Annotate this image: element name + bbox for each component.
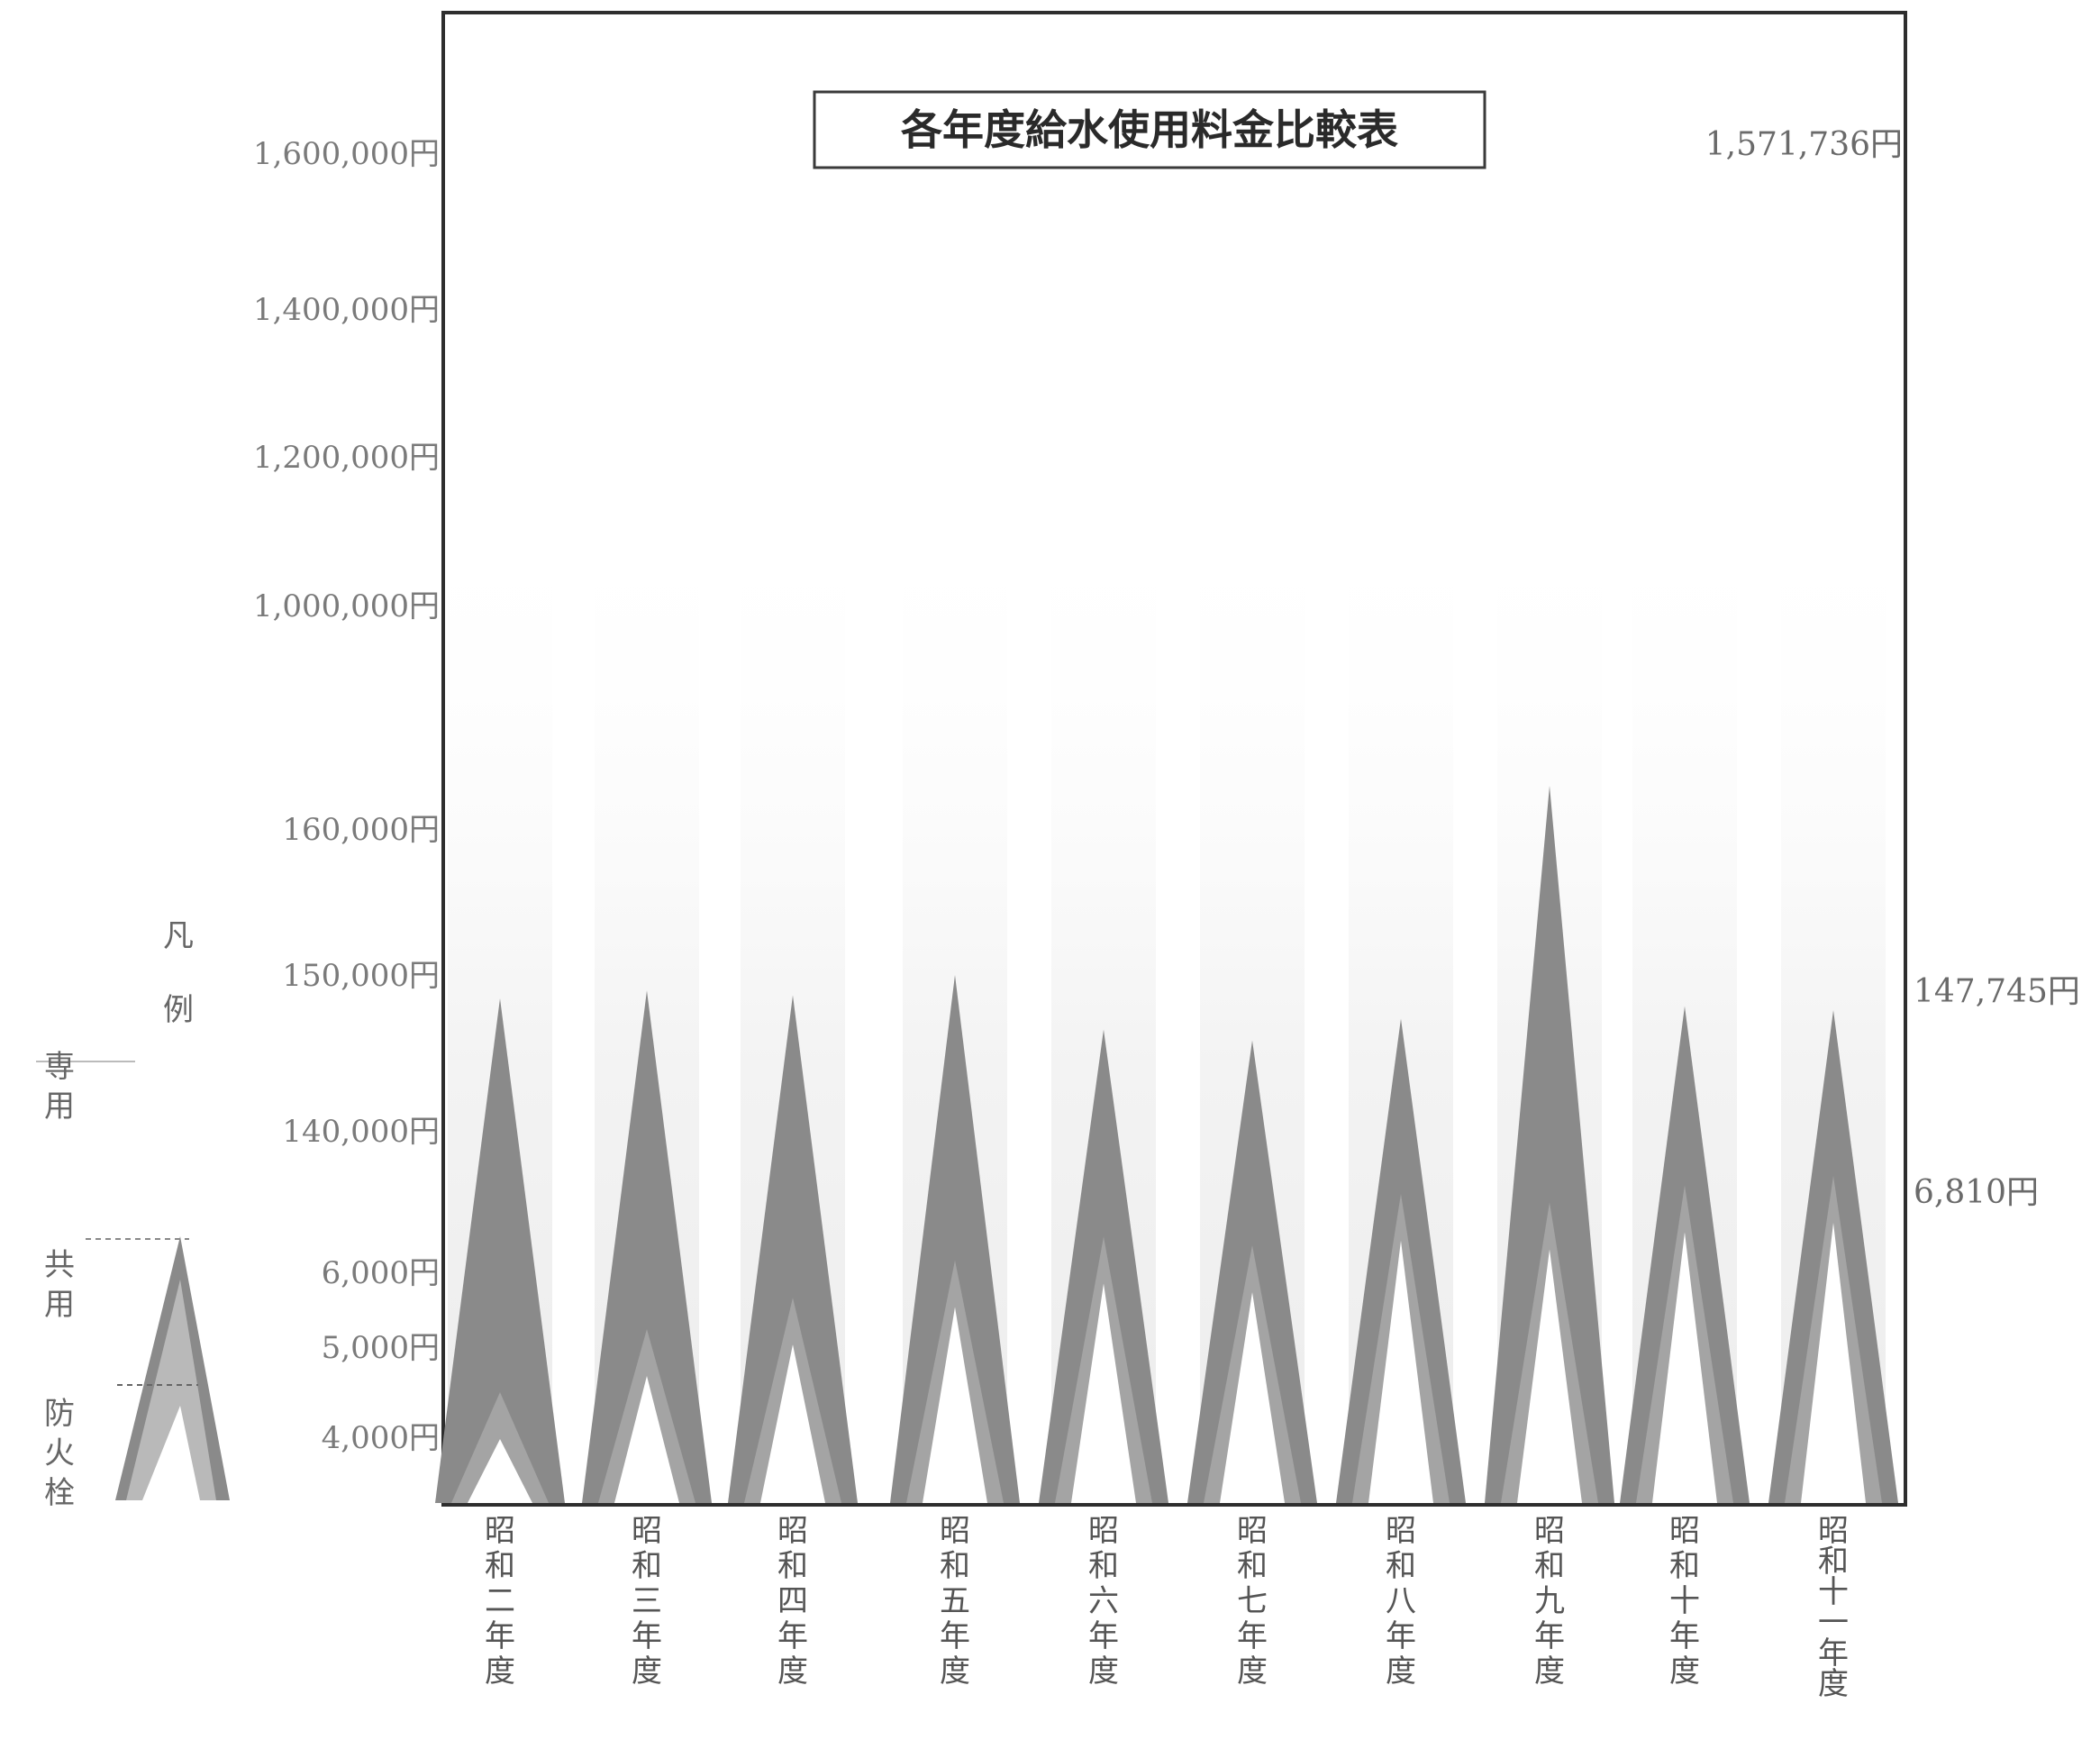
spike-bokasen (614, 1376, 679, 1503)
legend-label: 共用 (44, 1247, 75, 1323)
legend-title: 凡例 (163, 918, 194, 1028)
x-tick-label: 昭和三年度 (632, 1513, 662, 1690)
title-box (813, 90, 1486, 169)
legend-swatch-kyoyo (126, 1280, 216, 1500)
data-marks (435, 786, 1898, 1503)
y-tick-label: 5,000円 (322, 1330, 440, 1366)
y-tick-label: 1,000,000円 (253, 588, 440, 624)
spike-bokasen (1220, 1292, 1285, 1503)
annotation-label: 147,745円 (1914, 973, 2080, 1010)
spike-bokasen (1801, 1223, 1866, 1503)
legend-swatch-bokasen (142, 1406, 200, 1500)
annotations: 1,571,736円 147,745円 6,810円 (1705, 126, 2080, 1211)
spike-bokasen (923, 1307, 987, 1503)
x-tick-label: 昭和十一年度 (1818, 1513, 1849, 1702)
spike-bokasen (1071, 1283, 1136, 1503)
x-tick-label: 昭和四年度 (777, 1513, 808, 1690)
spike-bokasen (1517, 1249, 1582, 1503)
spike-bokasen (1368, 1240, 1433, 1503)
spike-bokasen (760, 1344, 825, 1503)
y-tick-label: 1,400,000円 (253, 292, 440, 328)
y-tick-label: 1,200,000円 (253, 440, 440, 476)
legend-label: 専用 (44, 1049, 75, 1125)
annotation-label: 1,571,736円 (1705, 126, 1903, 163)
y-tick-label: 6,000円 (322, 1255, 440, 1291)
spike-bokasen (1652, 1232, 1717, 1503)
y-tick-label: 4,000円 (322, 1420, 440, 1456)
y-tick-label: 140,000円 (282, 1114, 440, 1150)
legend-label: 防火栓 (44, 1396, 75, 1511)
y-tick-label: 1,600,000円 (253, 136, 440, 172)
y-axis: 1,600,000円 1,400,000円 1,200,000円 1,000,000円… (253, 136, 440, 1456)
y-tick-label: 150,000円 (282, 958, 440, 994)
x-tick-label: 昭和九年度 (1534, 1513, 1565, 1690)
spike-senyo (1485, 786, 1614, 1503)
spike-bokasen (468, 1439, 532, 1503)
spike-senyo (728, 995, 858, 1503)
x-tick-label: 昭和八年度 (1386, 1513, 1416, 1690)
spike-senyo (582, 990, 712, 1503)
chart-title: 各年度給水使用料金比較表 (901, 105, 1398, 154)
x-axis: 昭和二年度 昭和三年度 昭和四年度 昭和五年度 昭和六年度 昭和七年度 昭和八年度 昭和九年度… (485, 1513, 1849, 1702)
y-tick-label: 160,000円 (282, 812, 440, 848)
annotation-label: 6,810円 (1914, 1174, 2039, 1211)
x-tick-label: 昭和十年度 (1669, 1513, 1700, 1690)
x-tick-label: 昭和五年度 (940, 1513, 970, 1690)
spike-senyo (435, 998, 565, 1503)
x-tick-label: 昭和二年度 (485, 1513, 515, 1690)
x-tick-label: 昭和七年度 (1237, 1513, 1268, 1690)
spike-senyo (890, 975, 1020, 1503)
x-tick-label: 昭和六年度 (1088, 1513, 1119, 1690)
